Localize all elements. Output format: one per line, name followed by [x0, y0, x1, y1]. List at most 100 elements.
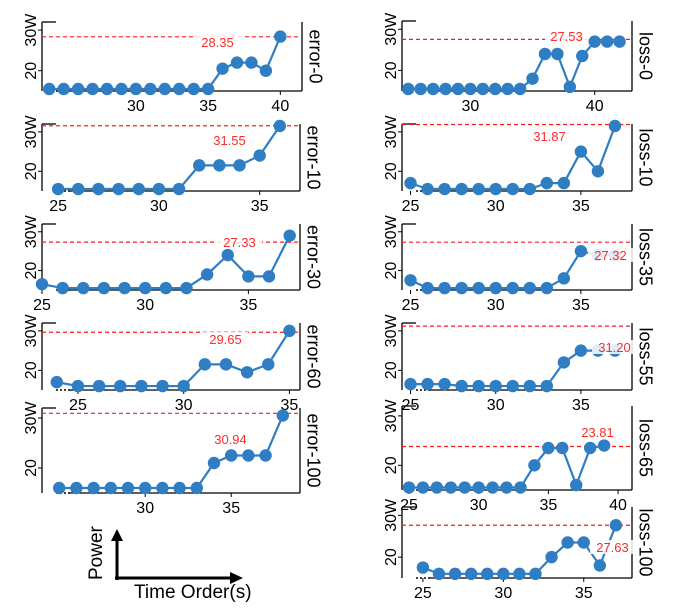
- y-tick-label: 20: [23, 459, 40, 477]
- data-point: [114, 379, 127, 393]
- data-point: [545, 550, 558, 564]
- data-point: [421, 377, 434, 391]
- y-tick-label: 30W: [23, 214, 40, 248]
- x-tick-label: 35: [222, 500, 240, 517]
- subplot-loss-100: 30W 20 25 30 35 27.63 loss-100: [383, 498, 655, 602]
- y-tick-label: 30W: [23, 13, 40, 47]
- data-point: [455, 379, 468, 393]
- data-point: [472, 182, 485, 196]
- y-tick-label: 30W: [383, 115, 400, 149]
- data-point: [583, 441, 597, 455]
- data-point: [92, 379, 106, 393]
- data-point: [71, 379, 85, 393]
- data-point: [173, 82, 186, 96]
- data-point: [556, 441, 569, 455]
- data-point: [274, 30, 287, 43]
- x-tick-label: 25: [402, 297, 420, 314]
- data-point: [201, 82, 215, 96]
- data-point: [159, 281, 173, 295]
- data-point: [506, 281, 519, 295]
- x-tick-label: 35: [240, 297, 258, 314]
- x-tick-label: 40: [609, 497, 627, 514]
- data-point: [259, 449, 272, 462]
- data-point: [481, 567, 494, 581]
- data-point: [180, 281, 193, 295]
- data-point: [421, 182, 434, 196]
- data-point: [464, 82, 477, 96]
- x-tick-label: 35: [199, 98, 217, 115]
- data-point: [501, 82, 514, 96]
- data-point: [240, 366, 254, 379]
- x-tick-label: 30: [470, 497, 488, 514]
- data-point: [540, 176, 554, 190]
- data-point: [242, 270, 255, 283]
- data-point: [283, 324, 296, 338]
- data-point: [213, 159, 226, 172]
- x-tick-label: 25: [402, 198, 420, 215]
- data-point: [402, 82, 415, 96]
- subplot-error-30: 30W 20 25 30 35 27.33 error-30: [23, 214, 323, 314]
- panel-side-label: error-100: [303, 413, 323, 487]
- threshold-label-bg: [208, 432, 253, 446]
- panel-side-label: error-10: [303, 125, 323, 189]
- y-tick-label: 30W: [23, 314, 40, 348]
- data-point: [262, 358, 275, 371]
- threshold-label-bg: [203, 332, 248, 346]
- data-point: [118, 281, 131, 295]
- data-point: [489, 182, 502, 196]
- data-point: [430, 481, 444, 494]
- data-point: [438, 377, 451, 391]
- data-point: [538, 47, 552, 61]
- x-tick-label: 25: [414, 585, 432, 602]
- data-point: [86, 82, 99, 96]
- time-arrow-head-icon: [230, 572, 243, 584]
- data-point: [551, 47, 564, 61]
- y-tick-label: 20: [383, 262, 400, 280]
- x-tick-label: 30: [136, 297, 154, 314]
- y-tick-label: 30W: [23, 401, 40, 435]
- data-point: [139, 281, 152, 295]
- data-point: [225, 449, 238, 462]
- panel-side-label: error-60: [303, 324, 323, 388]
- data-point: [593, 559, 607, 572]
- panel-side-label: loss-0: [635, 32, 655, 80]
- panel-side-label: error-30: [303, 225, 323, 289]
- data-point: [426, 82, 440, 96]
- data-point: [219, 358, 233, 371]
- data-point: [135, 379, 148, 393]
- panel-side-label: loss-10: [635, 128, 655, 186]
- data-point: [513, 82, 527, 96]
- data-point: [193, 159, 206, 172]
- data-point: [156, 481, 169, 495]
- y-tick-label: 30W: [23, 115, 40, 149]
- data-point: [156, 379, 169, 393]
- y-tick-label: 20: [23, 62, 40, 80]
- data-point: [489, 379, 502, 393]
- data-point: [283, 229, 296, 242]
- x-tick-label: 25: [33, 297, 51, 314]
- data-point: [472, 281, 485, 295]
- threshold-label-bg: [545, 29, 588, 43]
- data-point: [152, 182, 166, 196]
- x-tick-label: 35: [539, 497, 557, 514]
- x-tick-label: 30: [150, 198, 168, 215]
- data-point: [523, 379, 536, 393]
- y-tick-label: 20: [383, 61, 400, 79]
- axis-hint: Power Time Order(s): [86, 525, 252, 603]
- x-tick-label: 35: [575, 585, 593, 602]
- subplot-grid: 30W 20 30 35 40 28.35 error-0 30W 20 30 40 27.53 los…: [23, 12, 655, 602]
- data-point: [500, 481, 513, 494]
- threshold-value-label: 31.20: [598, 340, 631, 355]
- data-point: [574, 244, 588, 258]
- threshold-label-bg: [590, 540, 635, 554]
- y-tick-label: 20: [383, 548, 400, 566]
- data-point: [259, 64, 273, 77]
- time-hint-label: Time Order(s): [134, 582, 252, 603]
- data-point: [87, 481, 100, 495]
- data-point: [245, 56, 258, 69]
- y-tick-label: 30W: [383, 314, 400, 348]
- data-point: [35, 277, 49, 291]
